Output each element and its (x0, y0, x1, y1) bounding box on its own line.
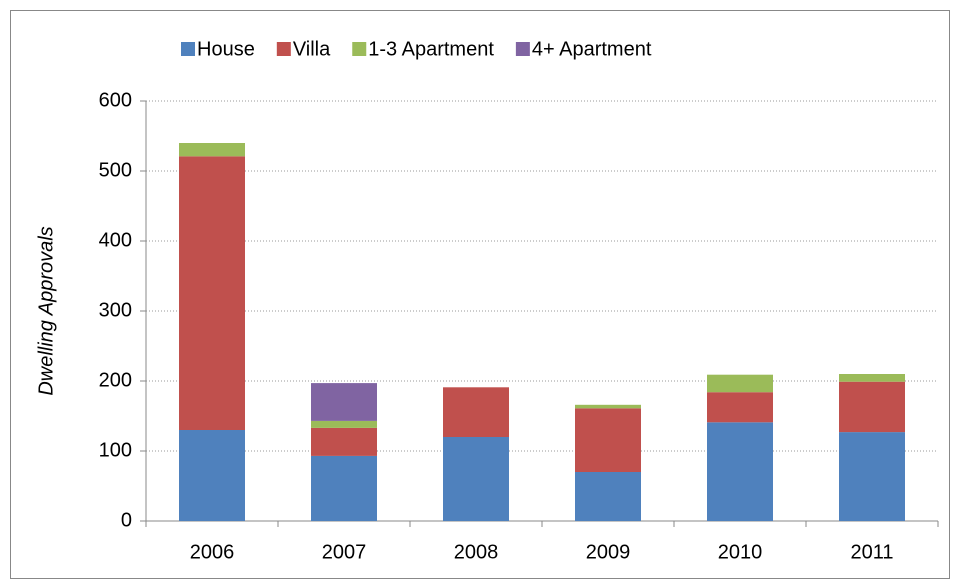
legend-swatch (276, 42, 291, 56)
y-tick-label: 0 (121, 509, 132, 531)
bar-segment (839, 374, 905, 382)
bar-segment (707, 374, 773, 393)
bar-segment (179, 143, 245, 157)
y-tick-label: 300 (99, 299, 132, 321)
legend-label: 1-3 Apartment (368, 38, 494, 60)
y-tick-label: 600 (99, 89, 132, 111)
bar-segment (179, 156, 245, 431)
y-tick-label: 400 (99, 229, 132, 251)
legend-swatch (515, 42, 530, 56)
x-tick-label: 2009 (586, 541, 631, 563)
x-tick-label: 2011 (850, 541, 893, 563)
legend-swatch (352, 42, 367, 56)
x-tick-label: 2008 (454, 541, 499, 563)
x-tick-label: 2007 (322, 541, 367, 563)
bar-segment (311, 427, 377, 456)
y-tick-label: 200 (99, 369, 132, 391)
legend-label: 4+ Apartment (532, 38, 652, 60)
bar-segment (575, 472, 641, 521)
bar-segment (575, 408, 641, 472)
y-axis-label: Dwelling Approvals (35, 226, 57, 395)
bar-segment (707, 422, 773, 521)
bar-segment (443, 437, 509, 521)
legend-swatch (181, 42, 195, 56)
bar-segment (311, 420, 377, 428)
bar-segment (443, 387, 509, 437)
bar-segment (707, 392, 773, 423)
bar-segment (179, 430, 245, 521)
bar-segment (575, 404, 641, 409)
legend-label: House (197, 38, 255, 60)
bar-segment (839, 381, 905, 433)
x-tick-label: 2006 (190, 541, 235, 563)
y-tick-label: 500 (99, 159, 132, 181)
bar-segment (311, 455, 377, 521)
bar-segment (311, 383, 377, 421)
bar-segment (839, 432, 905, 521)
legend-label: Villa (293, 38, 331, 60)
y-tick-label: 100 (99, 439, 132, 461)
x-tick-label: 2010 (718, 541, 763, 563)
